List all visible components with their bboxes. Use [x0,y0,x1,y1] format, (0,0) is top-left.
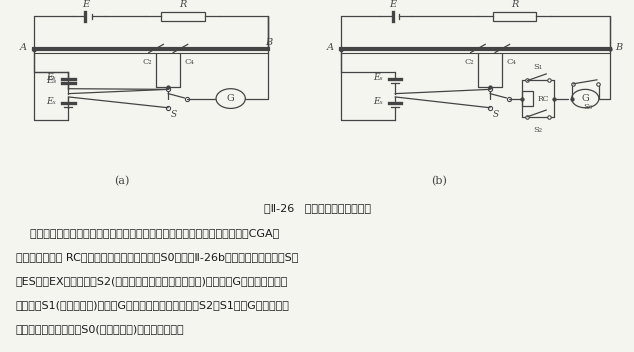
Text: S: S [171,111,177,119]
Text: Eₛ: Eₛ [46,73,56,82]
Text: E: E [82,0,89,9]
Text: E: E [389,0,396,9]
Text: 时，再按S1(即细调按钮)，直至G显示无电流通过。如果按S2或S1后，G的光点摆动: 时，再按S1(即细调按钮)，直至G显示无电流通过。如果按S2或S1后，G的光点摆… [16,300,290,310]
Text: 图Ⅱ-26   对消法测电动势原理图: 图Ⅱ-26 对消法测电动势原理图 [264,203,370,213]
Text: C₄: C₄ [506,58,516,67]
Text: G: G [581,94,589,103]
Text: B: B [264,38,272,47]
Text: R: R [179,0,186,9]
Text: Eₛ: Eₛ [46,76,56,85]
Text: 在调节平衡时，为防止过大的电流通过回路而损坏标准电池和检流计，故在CGA间: 在调节平衡时，为防止过大的电流通过回路而损坏标准电池和检流计，故在CGA间 [16,228,279,238]
Text: R: R [511,0,518,9]
Text: A: A [327,43,334,52]
Text: S₁: S₁ [533,63,542,71]
Text: (b): (b) [431,176,447,186]
Text: 不易停下，可按下按钮S0(即短路按钮)使它迅速停下。: 不易停下，可按下按钮S0(即短路按钮)使它迅速停下。 [16,324,184,334]
Text: 到ES还是EX，都要先按S2(即电位差计板面上的粗调按钮)，调节至G显示基本无电流: 到ES还是EX，都要先按S2(即电位差计板面上的粗调按钮)，调节至G显示基本无电… [16,276,288,286]
Bar [522,91,533,106]
Text: C₄: C₄ [184,58,194,67]
Text: S: S [493,111,499,119]
Text: 串联一保护电阻 RC，并在检流计上并联一开关S0，如图Ⅱ-26b所示。测量时，无论S拨: 串联一保护电阻 RC，并在检流计上并联一开关S0，如图Ⅱ-26b所示。测量时，无… [16,252,298,262]
Text: B: B [615,43,622,52]
Text: A: A [20,43,27,52]
Text: C₂: C₂ [464,58,474,67]
Text: (a): (a) [114,176,129,186]
Text: Eₓ: Eₓ [46,98,56,106]
Bar [161,12,205,21]
Text: S₀: S₀ [583,103,592,112]
Text: Eₛ: Eₛ [373,73,383,82]
Text: S₂: S₂ [533,126,542,134]
Text: Eₓ: Eₓ [373,98,383,106]
Bar [493,12,536,21]
Text: C₂: C₂ [143,58,152,67]
Text: RC: RC [538,95,549,102]
Text: G: G [227,94,235,103]
